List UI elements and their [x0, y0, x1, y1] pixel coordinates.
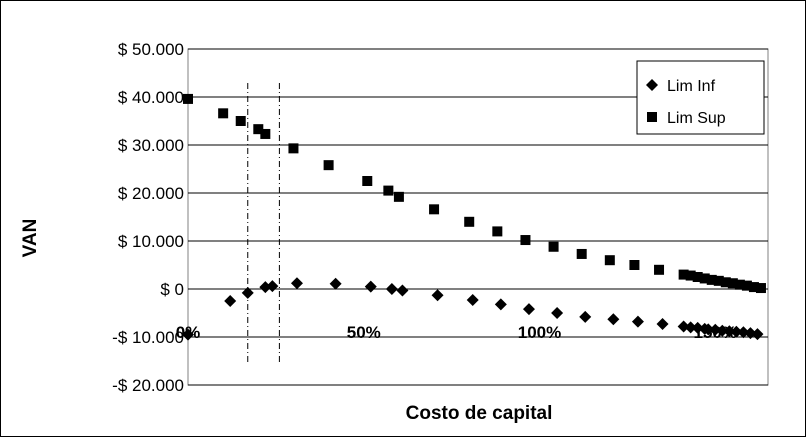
data-point [741, 280, 752, 291]
data-point [396, 284, 409, 297]
data-point [692, 272, 703, 282]
series-lim-sup [183, 93, 766, 294]
legend-marker-diamond [646, 79, 658, 91]
data-point [685, 270, 696, 281]
x-tick-label: 50% [347, 323, 381, 342]
y-tick-label: $ 40.000 [118, 88, 184, 107]
data-point [677, 320, 690, 333]
data-point [520, 235, 531, 246]
data-point [678, 269, 689, 280]
legend: Lim Inf Lim Sup [636, 60, 765, 135]
gridlines [188, 48, 768, 386]
data-point [727, 278, 738, 289]
data-point [654, 264, 665, 275]
legend-label: Lim Inf [667, 78, 716, 95]
data-point [723, 325, 736, 338]
data-point [362, 176, 373, 186]
y-axis-title: VAN [20, 219, 41, 258]
data-point [383, 185, 394, 196]
data-point [260, 128, 271, 139]
data-point [755, 283, 766, 294]
data-point [656, 318, 669, 331]
data-point [288, 143, 299, 154]
reference-lines [247, 83, 280, 362]
data-point [218, 108, 229, 119]
series-lim-inf [182, 277, 764, 341]
data-point [494, 298, 507, 311]
legend-marker-square [647, 112, 657, 122]
data-point [431, 289, 444, 302]
data-point [576, 248, 587, 259]
data-point [716, 324, 729, 337]
data-point [709, 323, 722, 336]
data-point [706, 274, 717, 285]
y-tick-label: -$ 10.000 [112, 328, 184, 347]
data-point [290, 277, 303, 290]
data-point [522, 303, 535, 316]
data-point [429, 204, 440, 215]
x-axis-title: Costo de capital [406, 403, 553, 424]
data-point [691, 321, 704, 334]
data-point [751, 328, 764, 341]
data-points [182, 93, 766, 341]
data-point [699, 273, 710, 284]
data-point [684, 321, 697, 334]
data-point [253, 124, 264, 135]
y-tick-label: $ 10.000 [118, 232, 184, 251]
data-point [702, 323, 715, 336]
y-tick-label: $ 0 [160, 280, 184, 299]
data-point [224, 295, 237, 307]
data-point [734, 279, 745, 290]
data-point [607, 313, 620, 326]
data-point [393, 191, 404, 202]
data-point [183, 93, 193, 104]
data-point [713, 275, 724, 286]
data-point [492, 226, 503, 237]
data-point [182, 328, 194, 341]
data-point [364, 280, 377, 293]
data-point [464, 216, 475, 227]
data-point [551, 307, 564, 319]
y-tick-label: $ 30.000 [118, 136, 184, 155]
data-point [323, 160, 334, 171]
data-point [744, 327, 757, 340]
y-tick-labels: $ 50.000 $ 40.000 $ 30.000 $ 20.000 $ 10.000… [112, 40, 184, 395]
data-point [631, 315, 644, 328]
y-tick-label: $ 50.000 [118, 40, 184, 59]
data-point [259, 281, 272, 294]
data-point [748, 282, 759, 293]
data-point [579, 310, 592, 323]
data-point [548, 241, 559, 252]
data-point [329, 277, 342, 290]
data-point [629, 260, 640, 270]
data-point [466, 294, 479, 307]
data-point [604, 255, 615, 266]
data-point [730, 325, 743, 338]
data-point [385, 283, 398, 295]
legend-box [636, 60, 765, 135]
y-tick-label: -$ 20.000 [112, 376, 184, 395]
data-point [720, 277, 731, 288]
data-point [235, 116, 246, 126]
legend-label: Lim Sup [667, 110, 726, 127]
y-tick-label: $ 20.000 [118, 184, 184, 203]
data-point [737, 326, 750, 339]
data-point [241, 286, 254, 299]
x-tick-label: 100% [518, 323, 561, 342]
data-point [266, 280, 279, 293]
